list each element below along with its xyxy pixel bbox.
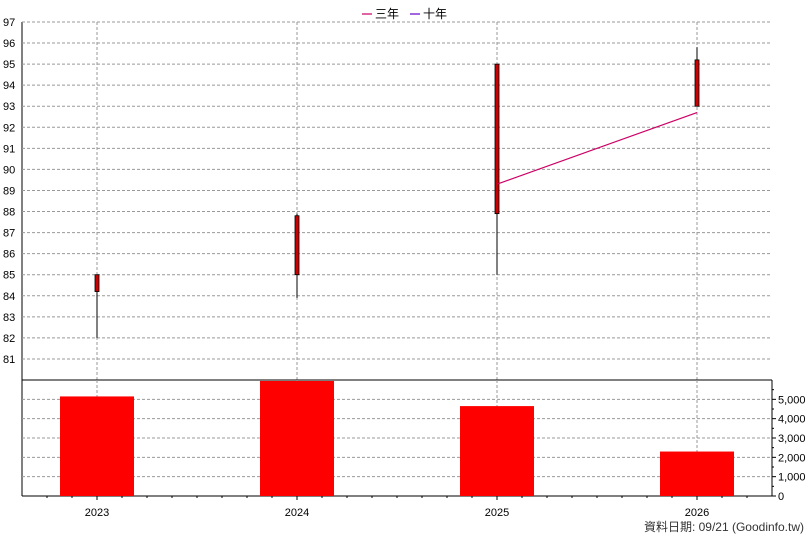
average-lines <box>496 111 698 185</box>
volume-panel: 0 1,000 2,000 3,000 4,000 5,000 <box>22 379 806 503</box>
candle-body-2024 <box>294 215 300 276</box>
volume-bar-2024 <box>260 380 334 496</box>
footer-date-source: 資料日期: 09/21 (Goodinfo.tw) <box>644 520 804 534</box>
three-year-line <box>496 111 698 185</box>
price-axis: 81 82 83 84 85 86 87 88 89 90 91 92 93 94 95 96 97 <box>3 17 15 366</box>
volume-bar-2025 <box>460 406 534 496</box>
candle-body-2025 <box>494 63 500 215</box>
volume-grid <box>22 379 773 497</box>
x-tick-label: 2026 <box>685 507 709 519</box>
volume-tick-label: 3,000 <box>778 433 806 445</box>
volume-tick-label: 1,000 <box>778 472 806 484</box>
price-tick-label: 97 <box>3 17 15 29</box>
price-panel: 81 82 83 84 85 86 87 88 89 90 91 92 93 94 95 96 97 <box>3 17 772 496</box>
candle-body-2026 <box>694 59 700 107</box>
price-tick-label: 81 <box>3 354 15 366</box>
x-axis: 2023 2024 2025 2026 <box>46 496 748 519</box>
price-tick-label: 87 <box>3 228 15 240</box>
volume-tick-label: 4,000 <box>778 414 806 426</box>
legend: 三年 十年 <box>362 7 447 21</box>
candle-body-2023 <box>94 274 100 292</box>
price-grid <box>21 21 772 496</box>
price-tick-label: 88 <box>3 207 15 219</box>
price-tick-label: 96 <box>3 38 15 50</box>
volume-bars <box>60 380 734 496</box>
price-tick-label: 92 <box>3 122 15 134</box>
volume-axis: 0 1,000 2,000 3,000 4,000 5,000 <box>772 389 806 503</box>
volume-tick-label: 0 <box>778 491 784 503</box>
volume-bar-2023 <box>60 396 134 496</box>
volume-tick-label: 5,000 <box>778 394 806 406</box>
price-tick-label: 84 <box>3 291 15 303</box>
legend-label-1: 十年 <box>423 7 447 21</box>
price-tick-label: 83 <box>3 312 15 324</box>
candles <box>94 47 700 338</box>
x-tick-label: 2023 <box>85 507 109 519</box>
price-tick-label: 85 <box>3 270 15 282</box>
price-tick-label: 95 <box>3 59 15 71</box>
volume-bar-2026 <box>660 451 734 496</box>
price-tick-label: 93 <box>3 101 15 113</box>
price-tick-label: 94 <box>3 80 15 92</box>
volume-tick-label: 2,000 <box>778 452 806 464</box>
price-tick-label: 82 <box>3 333 15 345</box>
x-tick-label: 2024 <box>285 507 309 519</box>
legend-label-0: 三年 <box>375 7 399 21</box>
price-tick-label: 89 <box>3 185 15 197</box>
price-tick-label: 86 <box>3 249 15 261</box>
x-tick-label: 2025 <box>485 507 509 519</box>
price-tick-label: 91 <box>3 143 15 155</box>
price-tick-label: 90 <box>3 164 15 176</box>
